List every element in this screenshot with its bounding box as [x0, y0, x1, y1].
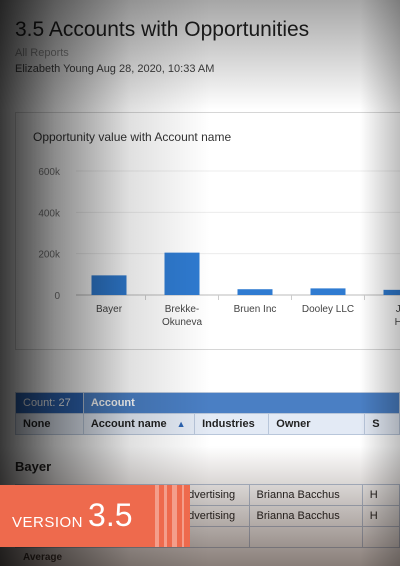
x-tick-label: Okuneva — [162, 317, 202, 328]
chart-card: 0 200k 400k 600k Bayer Brekke- Okuneva Bruen In… — [15, 112, 400, 350]
version-number: 3.5 — [88, 497, 133, 533]
sort-ascending-icon[interactable]: ▲ — [176, 419, 186, 429]
chart-title: Opportunity value with Account name — [33, 130, 232, 144]
table-cell — [248, 526, 363, 548]
group-header-account: Account — [82, 392, 400, 414]
table-cell: H — [361, 505, 400, 527]
report-title: 3.5 Accounts with Opportunities — [15, 18, 310, 41]
breadcrumb-all-reports[interactable]: All Reports — [15, 47, 69, 59]
table-cell: H — [361, 484, 400, 506]
column-header-s[interactable]: S — [364, 413, 400, 435]
x-tick-label: Bruen Inc — [234, 304, 277, 315]
y-tick-label: 0 — [54, 291, 60, 302]
version-word: VERSION — [12, 514, 84, 531]
y-tick-label: 400k — [38, 208, 61, 219]
column-header-account-name[interactable]: Account name ▲ — [82, 413, 196, 435]
table-cell — [361, 526, 400, 548]
column-header-none[interactable]: None — [15, 413, 84, 435]
y-tick-label: 200k — [38, 250, 61, 261]
banner-stripes — [155, 485, 190, 547]
owner-cell: Brianna Bacchus — [248, 505, 363, 527]
group-label-bayer: Bayer — [15, 459, 52, 474]
column-header-label: Account name — [90, 418, 167, 430]
x-tick-label: Je — [396, 304, 400, 315]
column-header-owner[interactable]: Owner — [268, 413, 366, 435]
bar-chart: 0 200k 400k 600k Bayer Brekke- Okuneva Bruen In… — [38, 167, 400, 328]
y-tick-label: 600k — [38, 167, 61, 178]
bar — [164, 252, 200, 295]
bar — [237, 289, 273, 295]
version-banner: VERSION 3.5 — [0, 485, 190, 547]
x-tick-label: Ha — [395, 317, 400, 328]
bar — [310, 288, 346, 295]
report-grid-header: Count: 27 Account None Account name ▲ Ind… — [15, 392, 400, 435]
x-tick-label: Dooley LLC — [302, 304, 354, 315]
bar — [383, 289, 400, 295]
x-tick-label: Bayer — [96, 304, 123, 315]
version-label: VERSION 3.5 — [12, 499, 133, 531]
bar — [91, 275, 127, 295]
owner-cell: Brianna Bacchus — [248, 484, 363, 506]
record-count: Count: 27 — [15, 392, 84, 414]
average-row-label: Average — [23, 552, 63, 563]
x-tick-label: Brekke- — [165, 304, 199, 315]
column-header-industries[interactable]: Industries — [194, 413, 270, 435]
report-author-timestamp: Elizabeth Young Aug 28, 2020, 10:33 AM — [15, 63, 215, 75]
